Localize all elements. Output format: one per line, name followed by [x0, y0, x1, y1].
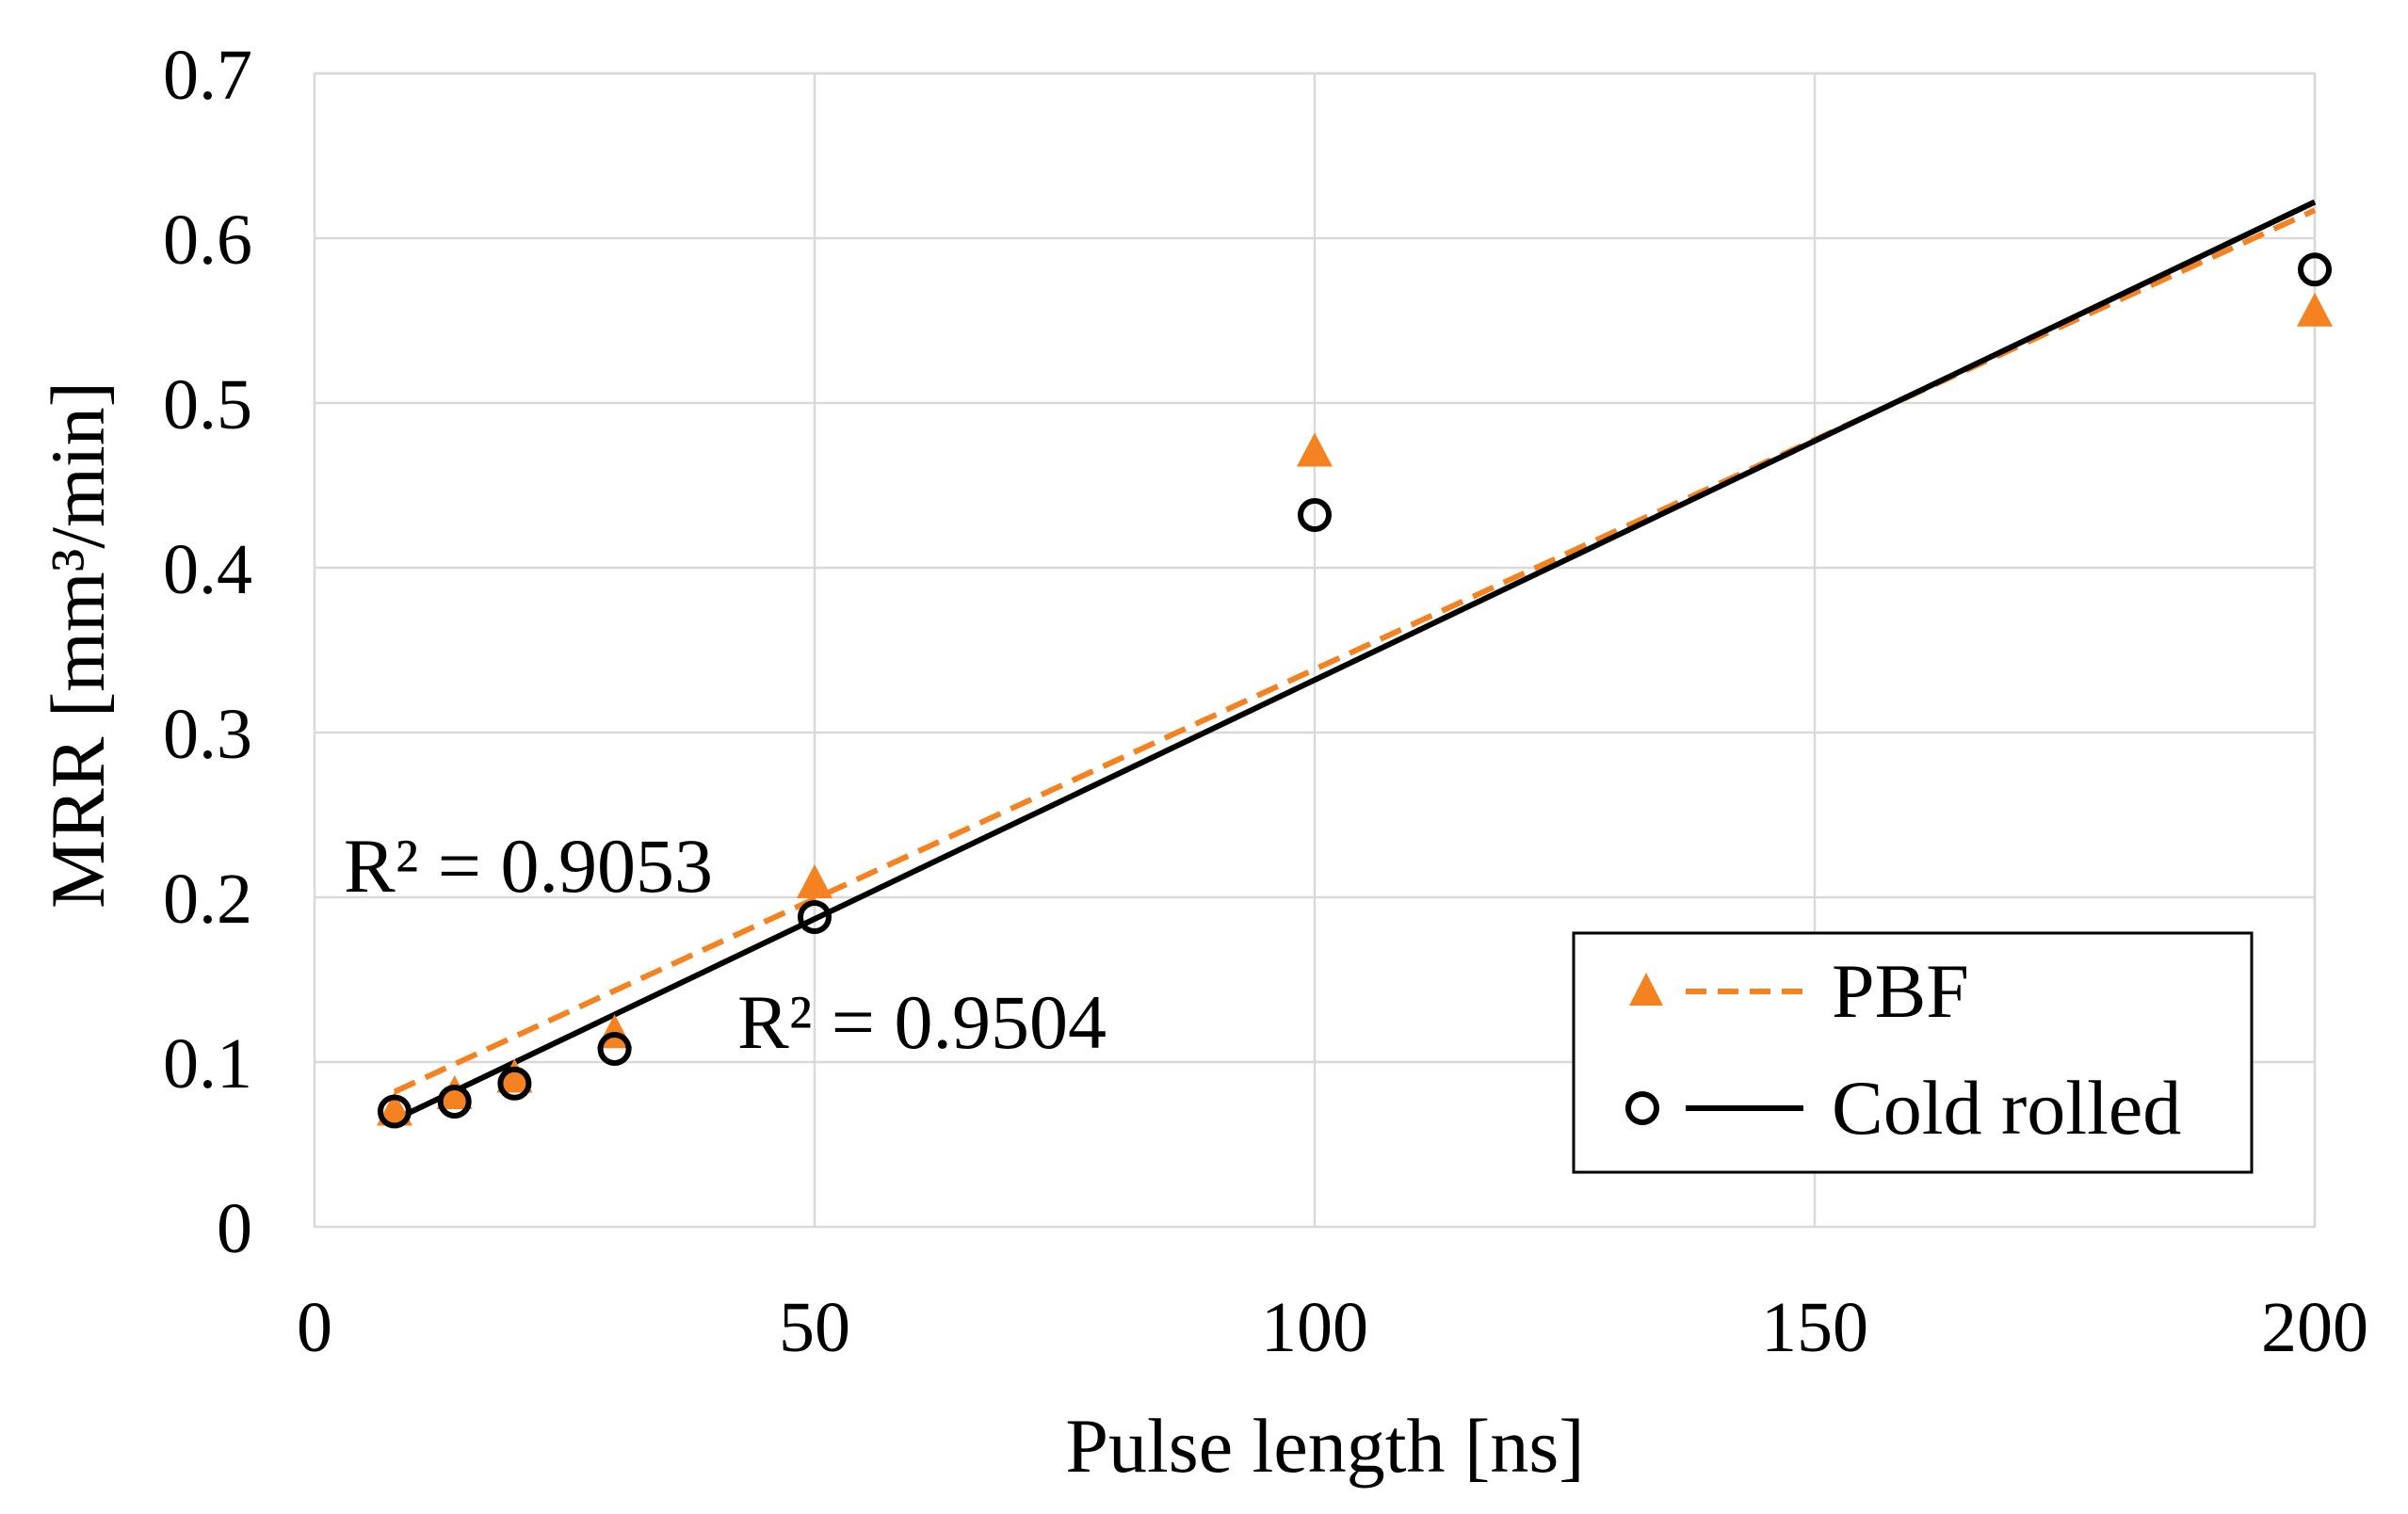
data-point-cold-rolled — [2298, 252, 2332, 287]
legend: PBF Cold rolled — [1572, 931, 2254, 1174]
data-point-pbf — [1297, 432, 1333, 467]
tick-labels: 0 0.1 0.2 0.3 0.4 0.5 0.6 0.7 0 50 100 150 200 — [163, 36, 2368, 1367]
y-tick-label: 0.7 — [163, 36, 252, 115]
data-point-pbf — [2297, 292, 2333, 327]
y-tick-label: 0.3 — [163, 695, 252, 774]
x-axis-title: Pulse length [ns] — [1065, 1403, 1584, 1489]
x-tick-label: 200 — [2261, 1288, 2368, 1367]
y-axis-title: MRR [mm³/min] — [35, 381, 121, 909]
y-tick-label: 0 — [217, 1189, 252, 1268]
trendlines — [393, 199, 2317, 1122]
data-point-cold-rolled — [597, 1032, 632, 1066]
data-point-pbf — [436, 1075, 473, 1109]
data-point-pbf — [376, 1091, 412, 1126]
r2-label-pbf: R² = 0.9053 — [344, 823, 713, 909]
data-markers — [376, 252, 2333, 1129]
trendline-pbf — [393, 207, 2317, 1095]
data-point-pbf — [797, 864, 832, 898]
y-tick-label: 0.6 — [163, 201, 252, 280]
grid — [313, 72, 2317, 1229]
legend-label-pbf: PBF — [1832, 948, 1969, 1034]
x-tick-label: 150 — [1761, 1288, 1868, 1367]
legend-label-cold-rolled: Cold rolled — [1832, 1065, 2181, 1151]
legend-marker-pbf — [1629, 973, 1663, 1006]
data-point-cold-rolled — [437, 1085, 472, 1119]
x-tick-label: 100 — [1261, 1288, 1368, 1367]
legend-marker-cold-rolled — [1625, 1091, 1659, 1125]
x-tick-label: 0 — [297, 1288, 332, 1367]
data-point-cold-rolled — [798, 900, 832, 934]
data-point-cold-rolled — [1298, 498, 1332, 532]
y-tick-label: 0.4 — [163, 530, 252, 609]
x-tick-label: 50 — [779, 1288, 850, 1367]
data-point-cold-rolled — [497, 1066, 532, 1101]
data-point-pbf — [496, 1058, 533, 1093]
y-tick-label: 0.5 — [163, 365, 252, 444]
legend-box — [1572, 931, 2254, 1174]
y-tick-label: 0.1 — [163, 1024, 252, 1103]
plot-frame — [313, 72, 2317, 1229]
y-tick-label: 0.2 — [163, 860, 252, 939]
trendline-cold-rolled — [393, 199, 2317, 1122]
data-point-cold-rolled — [377, 1094, 412, 1129]
r2-label-cold-rolled: R² = 0.9504 — [737, 979, 1107, 1065]
